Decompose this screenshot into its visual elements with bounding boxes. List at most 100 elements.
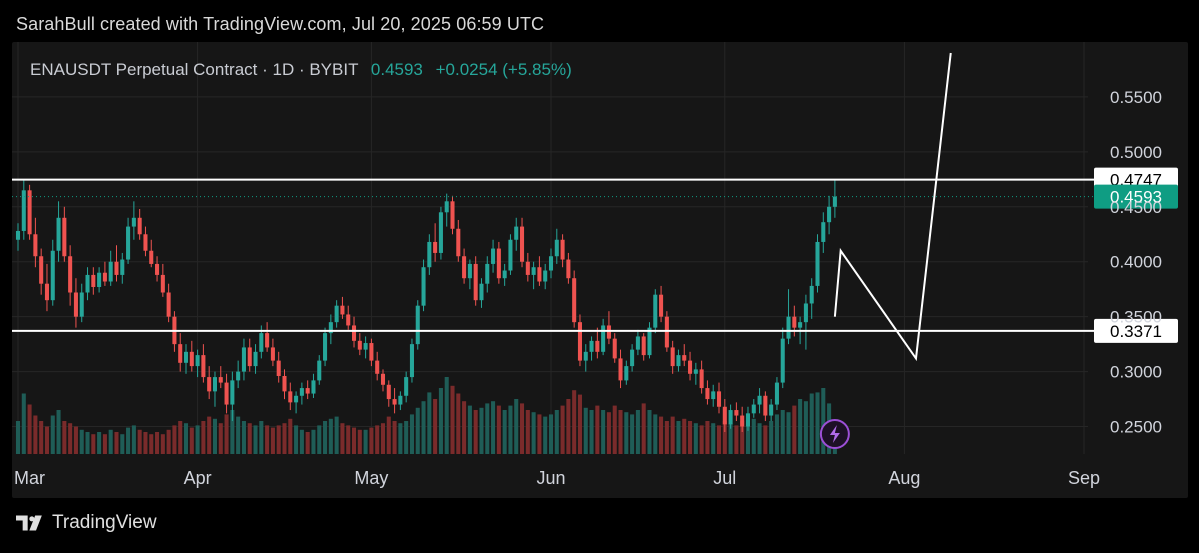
candle-body — [363, 343, 368, 350]
volume-bar — [676, 421, 681, 454]
volume-bar — [44, 426, 49, 454]
footer-branding: TradingView — [16, 512, 157, 534]
volume-bar — [491, 401, 496, 454]
candle-body — [183, 351, 189, 363]
candle-body — [369, 343, 374, 361]
candle-body — [357, 340, 362, 350]
candle-body — [572, 278, 577, 323]
volume-bar — [386, 416, 391, 454]
candle-body — [647, 327, 652, 356]
volume-bar — [102, 434, 107, 454]
volume-bar — [294, 425, 299, 454]
candle-body — [282, 375, 287, 392]
volume-bar — [334, 416, 339, 454]
candle-body — [583, 351, 588, 361]
candle-body — [398, 395, 403, 405]
volume-bar — [780, 410, 785, 454]
candle-body — [131, 217, 136, 227]
volume-bar — [624, 412, 629, 454]
candle-body — [241, 347, 246, 372]
candle-body — [769, 404, 774, 416]
candle-body — [467, 263, 472, 279]
volume-bar — [427, 392, 432, 454]
volume-bar — [809, 393, 814, 454]
volume-bar — [404, 421, 409, 454]
candle-body — [340, 305, 345, 315]
candle-body — [409, 344, 414, 378]
candle-body — [15, 230, 21, 240]
candle-body — [265, 333, 270, 348]
volume-bar — [467, 405, 472, 454]
volume-bar — [635, 410, 640, 454]
volume-bar — [734, 425, 739, 454]
time-tick-label: May — [354, 468, 388, 488]
volume-bar — [236, 416, 241, 454]
candle-body — [514, 226, 519, 240]
candle-body — [485, 263, 490, 284]
volume-bar — [525, 410, 530, 454]
candle-body — [305, 388, 310, 394]
candle-body — [780, 338, 785, 383]
volume-bar — [508, 405, 513, 454]
volume-bar — [745, 423, 751, 454]
volume-bar — [688, 421, 693, 454]
candle-body — [757, 395, 762, 405]
price-axis: 0.2500 0.3000 0.3500 0.4000 0.4500 0.5000 0.55… — [1110, 88, 1162, 437]
candle-body — [630, 349, 635, 367]
volume-bar — [786, 412, 791, 454]
candle-body — [444, 201, 449, 213]
volume-bar — [803, 401, 808, 454]
candle-body — [212, 377, 218, 392]
candle-body — [462, 256, 467, 279]
volume-bar — [375, 425, 380, 454]
candle-body — [201, 355, 206, 378]
volume-bar — [201, 421, 206, 454]
candle-body — [502, 270, 507, 279]
volume-bar — [630, 414, 635, 454]
alert-icon[interactable] — [819, 419, 850, 449]
volume-bar — [456, 393, 461, 454]
candle-body — [149, 250, 154, 264]
volume-bar — [195, 425, 200, 454]
candle-body — [85, 274, 90, 293]
candle-body — [653, 294, 658, 328]
volume-bars — [15, 377, 837, 454]
volume-bar — [189, 427, 194, 454]
time-tick-label: Mar — [14, 468, 45, 488]
candle-body — [496, 248, 501, 279]
volume-bar — [641, 403, 646, 454]
candle-body — [392, 399, 397, 405]
candle-body — [688, 360, 693, 374]
volume-bar — [183, 423, 189, 454]
candle-body — [520, 226, 525, 262]
candle-body — [259, 333, 264, 352]
volume-bar — [392, 421, 397, 454]
candle-body — [751, 404, 756, 414]
volume-bar — [299, 429, 304, 454]
volume-bar — [346, 425, 351, 454]
volume-bar — [126, 427, 131, 454]
candle-body — [68, 256, 73, 293]
candle-body — [809, 285, 814, 304]
candle-body — [433, 241, 438, 253]
candle-body — [659, 294, 664, 317]
candle-body — [722, 406, 727, 425]
candle-body — [508, 239, 513, 271]
candle-body — [323, 333, 328, 361]
volume-bar — [462, 401, 467, 454]
candle-body — [595, 340, 600, 352]
candle-body — [450, 201, 455, 229]
volume-bar — [114, 432, 119, 454]
volume-bar — [259, 421, 264, 454]
volume-bar — [357, 429, 362, 454]
candle-body — [79, 292, 84, 317]
candle-body — [253, 351, 258, 367]
volume-bar — [178, 421, 183, 454]
candle-body — [531, 267, 536, 275]
volume-bar — [85, 432, 90, 454]
volume-bar — [21, 393, 26, 454]
volume-bar — [50, 415, 55, 454]
candle-body — [195, 355, 200, 367]
volume-bar — [728, 423, 733, 454]
